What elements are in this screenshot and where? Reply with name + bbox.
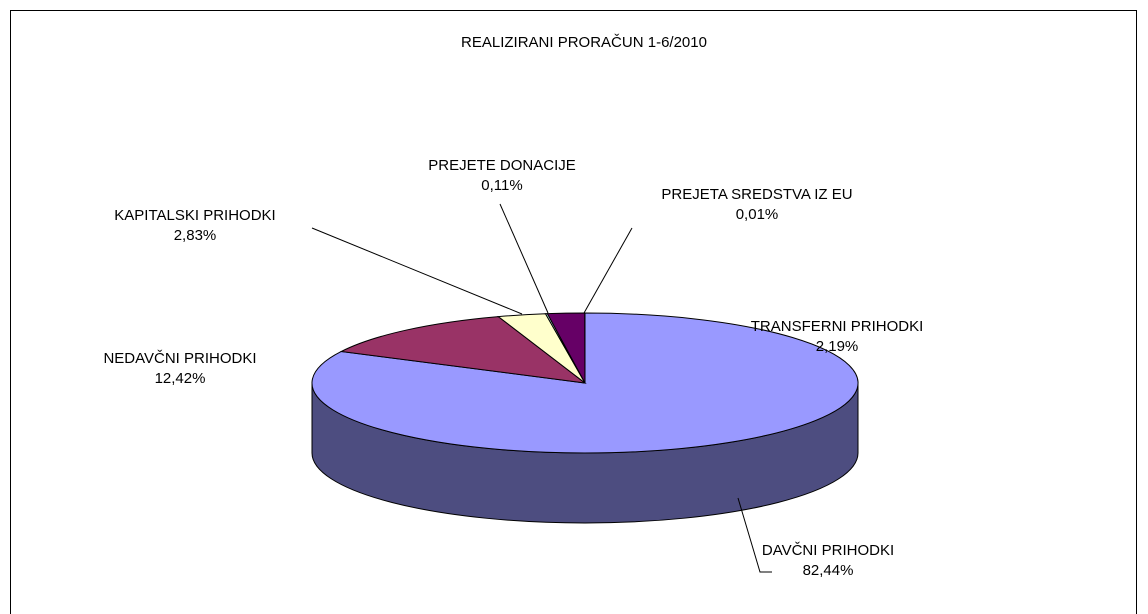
chart-border: [10, 10, 1137, 614]
value-label: 2,19%: [815, 338, 859, 355]
value-label: 0,11%: [481, 177, 523, 194]
pie-slice: [339, 316, 587, 384]
data-label: PREJETE DONACIJE 0,11%: [402, 156, 602, 196]
category-name: TRANSFERNI PRIHODKI: [750, 318, 924, 335]
category-name: PREJETE DONACIJE: [428, 157, 576, 174]
leader-line: [499, 203, 549, 314]
category-name: KAPITALSKI PRIHODKI: [114, 207, 276, 224]
value-label: 12,42%: [154, 370, 206, 387]
chart-title: REALIZIRANI PRORAČUN 1-6/2010: [461, 34, 707, 51]
data-label: DAVČNI PRIHODKI 82,44%: [738, 541, 918, 581]
category-name: NEDAVČNI PRIHODKI: [103, 350, 257, 367]
category-name: DAVČNI PRIHODKI: [761, 542, 895, 559]
data-label: NEDAVČNI PRIHODKI 12,42%: [90, 349, 270, 389]
category-name: PREJETA SREDSTVA IZ EU: [661, 186, 853, 203]
pie: [311, 312, 859, 524]
leader-line: [583, 227, 633, 314]
data-label: TRANSFERNI PRIHODKI 2,19%: [712, 317, 962, 357]
value-label: 0,01%: [735, 206, 779, 223]
value-label: 82,44%: [802, 562, 854, 579]
leader-line: [311, 227, 523, 315]
value-label: 2,83%: [173, 227, 217, 244]
leader-lines: [311, 203, 772, 573]
data-label: KAPITALSKI PRIHODKI 2,83%: [80, 206, 310, 246]
data-label: PREJETA SREDSTVA IZ EU 0,01%: [632, 185, 882, 225]
leader-line: [737, 497, 772, 573]
